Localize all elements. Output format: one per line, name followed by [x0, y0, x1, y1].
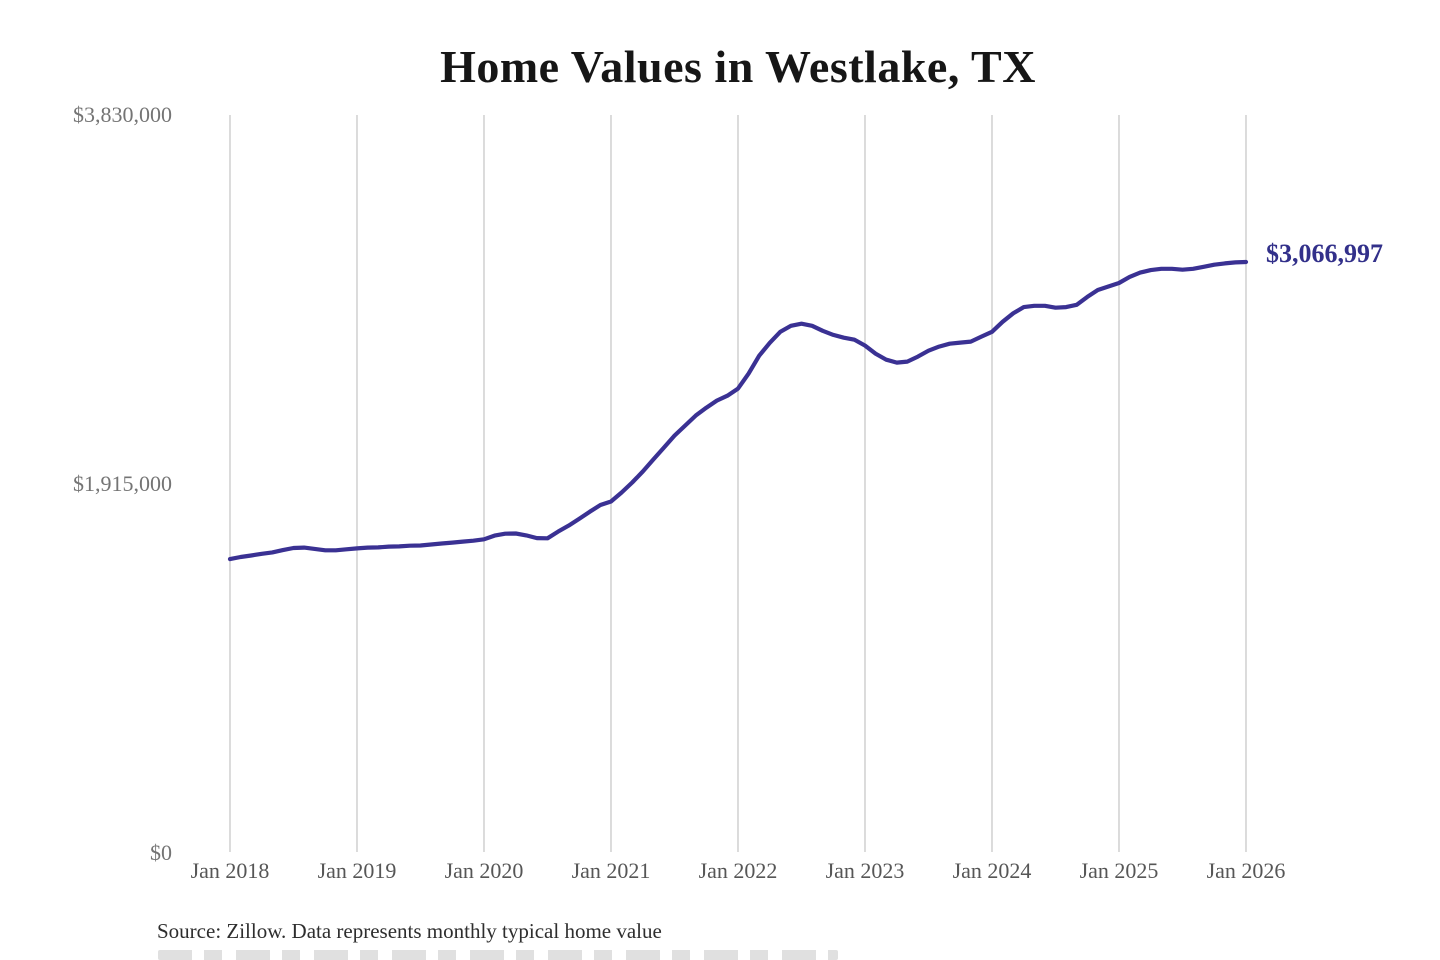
y-tick-label: $3,830,000: [73, 102, 172, 127]
y-axis: $0 $1,915,000 $3,830,000: [0, 0, 172, 960]
x-axis: Jan 2018 Jan 2019 Jan 2020 Jan 2021 Jan 2022…: [0, 858, 1440, 890]
x-tick-label: Jan 2018: [190, 858, 270, 883]
x-tick-label: Jan 2025: [1079, 858, 1159, 883]
x-tick-label: Jan 2024: [952, 858, 1032, 883]
home-value-line: [227, 259, 1249, 562]
clipped-text-row: [158, 950, 838, 960]
y-tick-label: $1,915,000: [73, 471, 172, 496]
x-tick-label: Jan 2019: [317, 858, 397, 883]
y-tick-label: $0: [150, 840, 172, 865]
x-tick-label: Jan 2023: [825, 858, 905, 883]
source-note: Source: Zillow. Data represents monthly …: [157, 919, 662, 943]
latest-value-label: $3,066,997: [1266, 239, 1383, 269]
x-tick-label: Jan 2021: [571, 858, 651, 883]
chart-title: Home Values in Westlake, TX: [440, 41, 1036, 92]
x-tick-label: Jan 2026: [1206, 858, 1286, 883]
x-tick-label: Jan 2020: [444, 858, 524, 883]
x-tick-label: Jan 2022: [698, 858, 778, 883]
